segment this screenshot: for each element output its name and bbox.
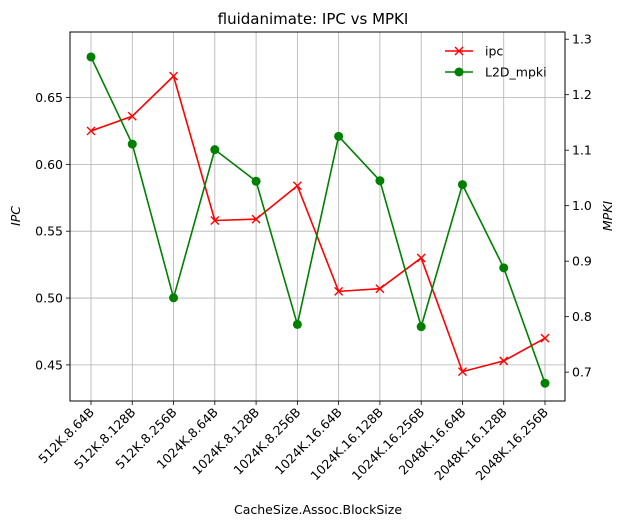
x-tick-label: 1024K.16.256B xyxy=(349,405,428,484)
y-tick-label-left: 0.50 xyxy=(35,291,63,306)
legend-label: ipc xyxy=(485,44,503,59)
series-line-L2D_mpki xyxy=(90,56,546,384)
data-point-ipc xyxy=(86,126,96,136)
series-layer xyxy=(86,52,550,388)
chart-title: fluidanimate: IPC vs MPKI xyxy=(218,10,409,28)
x-tick-label: 2048K.16.128B xyxy=(431,405,510,484)
x-tick-label: 2048K.16.256B xyxy=(472,405,551,484)
series-line-ipc xyxy=(90,75,546,373)
data-point-L2D_mpki xyxy=(375,176,385,186)
data-point-ipc xyxy=(540,333,550,343)
data-point-L2D_mpki xyxy=(416,322,426,332)
data-point-ipc xyxy=(416,253,426,263)
data-point-ipc xyxy=(292,181,302,191)
marker-stroke xyxy=(86,126,96,136)
data-point-ipc xyxy=(375,284,385,294)
y-tick-label-left: 0.60 xyxy=(35,157,63,172)
data-point-L2D_mpki xyxy=(292,319,302,329)
data-point-ipc xyxy=(169,71,179,81)
legend-item-ipc: ipc xyxy=(445,44,503,59)
data-point-L2D_mpki xyxy=(251,176,261,186)
marker-stroke xyxy=(540,333,550,343)
legend-marker xyxy=(454,67,464,77)
legend-marker xyxy=(454,46,464,56)
y-tick-label-right: 1.2 xyxy=(572,87,592,102)
data-point-L2D_mpki xyxy=(86,52,96,62)
marker-stroke xyxy=(416,253,426,263)
data-point-ipc xyxy=(457,367,467,377)
marker-stroke xyxy=(292,181,302,191)
data-point-L2D_mpki xyxy=(499,263,509,273)
plot-frame xyxy=(69,31,566,402)
x-axis-label: CacheSize.Assoc.BlockSize xyxy=(234,502,402,517)
data-point-L2D_mpki xyxy=(540,378,550,388)
y-tick-label-right: 1.3 xyxy=(572,32,592,47)
data-point-ipc xyxy=(251,214,261,224)
marker-stroke xyxy=(334,286,344,296)
y-axis-left-label: IPC xyxy=(8,206,23,226)
data-point-L2D_mpki xyxy=(334,131,344,141)
y-tick-label-right: 1.1 xyxy=(572,143,592,158)
legend: ipc L2D_mpki xyxy=(445,44,547,80)
x-axis: 512K.8.64B512K.8.128B512K.8.256B1024K.8.… xyxy=(35,401,551,483)
y-tick-label-left: 0.55 xyxy=(35,224,63,239)
marker-stroke xyxy=(169,71,179,81)
data-point-ipc xyxy=(210,216,220,226)
y-tick-label-right: 0.8 xyxy=(572,309,592,324)
y-tick-label-right: 1.0 xyxy=(572,198,592,213)
x-tick-label: 1024K.16.128B xyxy=(307,405,386,484)
data-point-ipc xyxy=(127,111,137,121)
data-point-L2D_mpki xyxy=(457,180,467,190)
data-point-L2D_mpki xyxy=(210,145,220,155)
data-point-L2D_mpki xyxy=(127,139,137,149)
y-tick-label-right: 0.9 xyxy=(572,254,592,269)
y-tick-label-left: 0.45 xyxy=(35,357,63,372)
y-tick-label-left: 0.65 xyxy=(35,90,63,105)
marker-stroke xyxy=(251,214,261,224)
y-axis-right-label: MPKI xyxy=(600,201,615,232)
data-point-L2D_mpki xyxy=(169,293,179,303)
y-axis-right: 0.7 0.8 0.9 1.0 1.1 1.2 1.3 xyxy=(565,32,592,380)
legend-item-L2D_mpki: L2D_mpki xyxy=(445,65,547,80)
data-point-ipc xyxy=(499,356,509,366)
legend-label: L2D_mpki xyxy=(485,65,547,80)
marker-stroke xyxy=(457,367,467,377)
y-axis-left: 0.45 0.50 0.55 0.60 0.65 xyxy=(35,90,70,372)
marker-stroke xyxy=(210,216,220,226)
data-point-ipc xyxy=(334,286,344,296)
marker-stroke xyxy=(375,284,385,294)
y-tick-label-right: 0.7 xyxy=(572,365,592,380)
marker-stroke xyxy=(499,356,509,366)
marker-stroke xyxy=(127,111,137,121)
gridlines xyxy=(70,32,565,401)
